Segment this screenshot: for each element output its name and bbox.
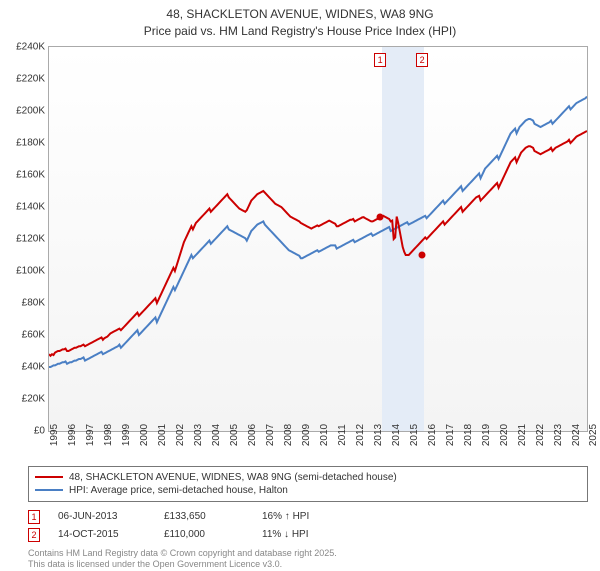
event-marker-2: 2 bbox=[416, 53, 428, 67]
x-axis-tick: 2017 bbox=[445, 423, 456, 445]
event-point-1 bbox=[377, 213, 384, 220]
x-axis-tick: 2000 bbox=[139, 423, 150, 445]
y-axis-tick: £220K bbox=[16, 73, 45, 84]
event-price: £133,650 bbox=[164, 511, 244, 522]
legend-swatch bbox=[35, 476, 63, 478]
legend-row: 48, SHACKLETON AVENUE, WIDNES, WA8 9NG (… bbox=[35, 471, 581, 484]
y-axis-tick: £240K bbox=[16, 41, 45, 52]
x-axis-tick: 2013 bbox=[373, 423, 384, 445]
x-axis-tick: 2009 bbox=[301, 423, 312, 445]
x-axis-tick: 2011 bbox=[337, 424, 348, 446]
x-axis-tick: 2008 bbox=[283, 423, 294, 445]
x-axis-tick: 2012 bbox=[355, 423, 366, 445]
title-line2: Price paid vs. HM Land Registry's House … bbox=[144, 24, 456, 38]
x-axis-tick: 2005 bbox=[229, 423, 240, 445]
y-axis-tick: £200K bbox=[16, 105, 45, 116]
x-axis-tick: 2015 bbox=[409, 423, 420, 445]
y-axis-tick: £20K bbox=[22, 393, 45, 404]
title-line1: 48, SHACKLETON AVENUE, WIDNES, WA8 9NG bbox=[166, 7, 433, 21]
y-axis-tick: £40K bbox=[22, 361, 45, 372]
x-axis-tick: 2022 bbox=[535, 423, 546, 445]
y-axis-tick: £60K bbox=[22, 329, 45, 340]
chart-plot-area: £0£20K£40K£60K£80K£100K£120K£140K£160K£1… bbox=[48, 46, 588, 432]
event-row: 2 14-OCT-2015 £110,000 11% ↓ HPI bbox=[28, 526, 588, 544]
footer-line1: Contains HM Land Registry data © Crown c… bbox=[28, 548, 337, 558]
x-axis-tick: 2020 bbox=[499, 423, 510, 445]
y-axis-tick: £120K bbox=[16, 233, 45, 244]
x-axis-tick: 1995 bbox=[49, 423, 60, 445]
legend-label: 48, SHACKLETON AVENUE, WIDNES, WA8 9NG (… bbox=[69, 472, 397, 483]
event-date: 14-OCT-2015 bbox=[58, 529, 146, 540]
y-axis-tick: £180K bbox=[16, 137, 45, 148]
x-axis-tick: 2021 bbox=[517, 423, 528, 445]
x-axis-tick: 1997 bbox=[85, 423, 96, 445]
chart-lines-svg bbox=[49, 47, 587, 431]
series-line bbox=[49, 96, 587, 366]
x-axis-tick: 1999 bbox=[121, 423, 132, 445]
x-axis-tick: 2010 bbox=[319, 423, 330, 445]
event-row: 1 06-JUN-2013 £133,650 16% ↑ HPI bbox=[28, 508, 588, 526]
footer-line2: This data is licensed under the Open Gov… bbox=[28, 559, 282, 569]
x-axis-tick: 2014 bbox=[391, 423, 402, 445]
y-axis-tick: £140K bbox=[16, 201, 45, 212]
x-axis-tick: 2001 bbox=[157, 423, 168, 445]
event-marker-1: 1 bbox=[374, 53, 386, 67]
legend-row: HPI: Average price, semi-detached house,… bbox=[35, 484, 581, 497]
legend-swatch bbox=[35, 489, 63, 491]
y-axis-tick: £100K bbox=[16, 265, 45, 276]
event-delta: 16% ↑ HPI bbox=[262, 511, 309, 522]
y-axis-tick: £80K bbox=[22, 297, 45, 308]
x-axis-tick: 2024 bbox=[571, 423, 582, 445]
legend-label: HPI: Average price, semi-detached house,… bbox=[69, 485, 288, 496]
x-axis-tick: 2003 bbox=[193, 423, 204, 445]
x-axis-tick: 2004 bbox=[211, 423, 222, 445]
event-point-2 bbox=[419, 251, 426, 258]
event-marker-icon: 2 bbox=[28, 528, 40, 542]
x-axis-tick: 2006 bbox=[247, 423, 258, 445]
event-delta: 11% ↓ HPI bbox=[262, 529, 309, 540]
x-axis-tick: 2019 bbox=[481, 423, 492, 445]
event-price: £110,000 bbox=[164, 529, 244, 540]
event-table: 1 06-JUN-2013 £133,650 16% ↑ HPI 2 14-OCT-201… bbox=[28, 508, 588, 544]
chart-legend: 48, SHACKLETON AVENUE, WIDNES, WA8 9NG (… bbox=[28, 466, 588, 502]
x-axis-tick: 1998 bbox=[103, 423, 114, 445]
y-axis-tick: £0 bbox=[34, 425, 45, 436]
x-axis-tick: 2002 bbox=[175, 423, 186, 445]
x-axis-tick: 2018 bbox=[463, 423, 474, 445]
y-axis-tick: £160K bbox=[16, 169, 45, 180]
event-date: 06-JUN-2013 bbox=[58, 511, 146, 522]
event-marker-icon: 1 bbox=[28, 510, 40, 524]
x-axis-tick: 2025 bbox=[588, 423, 599, 445]
x-axis-tick: 1996 bbox=[67, 423, 78, 445]
x-axis-tick: 2007 bbox=[265, 423, 276, 445]
chart-title: 48, SHACKLETON AVENUE, WIDNES, WA8 9NG P… bbox=[0, 0, 600, 42]
attribution-footer: Contains HM Land Registry data © Crown c… bbox=[28, 548, 588, 571]
x-axis-tick: 2016 bbox=[427, 423, 438, 445]
series-line bbox=[49, 131, 587, 356]
x-axis-tick: 2023 bbox=[553, 423, 564, 445]
